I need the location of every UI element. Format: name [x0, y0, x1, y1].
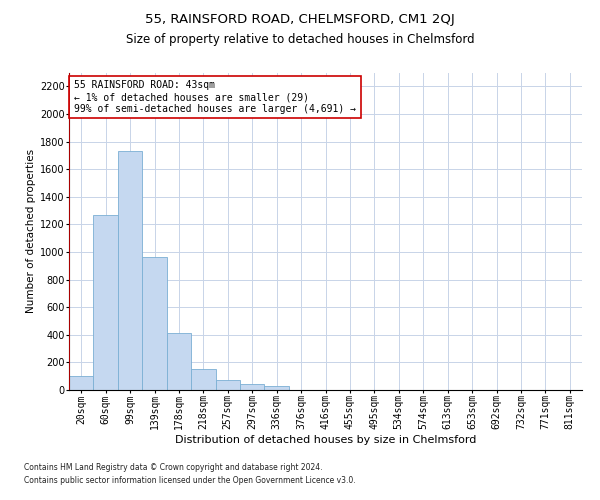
Text: Contains HM Land Registry data © Crown copyright and database right 2024.: Contains HM Land Registry data © Crown c…	[24, 464, 323, 472]
Bar	[142, 258, 167, 390]
Bar	[215, 380, 240, 390]
Y-axis label: Number of detached properties: Number of detached properties	[26, 149, 36, 314]
X-axis label: Distribution of detached houses by size in Chelmsford: Distribution of detached houses by size …	[175, 435, 476, 445]
Bar	[265, 386, 289, 390]
Text: Contains public sector information licensed under the Open Government Licence v3: Contains public sector information licen…	[24, 476, 356, 485]
Bar	[191, 370, 215, 390]
Text: Size of property relative to detached houses in Chelmsford: Size of property relative to detached ho…	[125, 32, 475, 46]
Bar	[167, 332, 191, 390]
Bar	[94, 214, 118, 390]
Text: 55 RAINSFORD ROAD: 43sqm
← 1% of detached houses are smaller (29)
99% of semi-de: 55 RAINSFORD ROAD: 43sqm ← 1% of detache…	[74, 80, 356, 114]
Bar	[240, 384, 265, 390]
Bar	[118, 151, 142, 390]
Text: 55, RAINSFORD ROAD, CHELMSFORD, CM1 2QJ: 55, RAINSFORD ROAD, CHELMSFORD, CM1 2QJ	[145, 12, 455, 26]
Bar	[69, 376, 94, 390]
